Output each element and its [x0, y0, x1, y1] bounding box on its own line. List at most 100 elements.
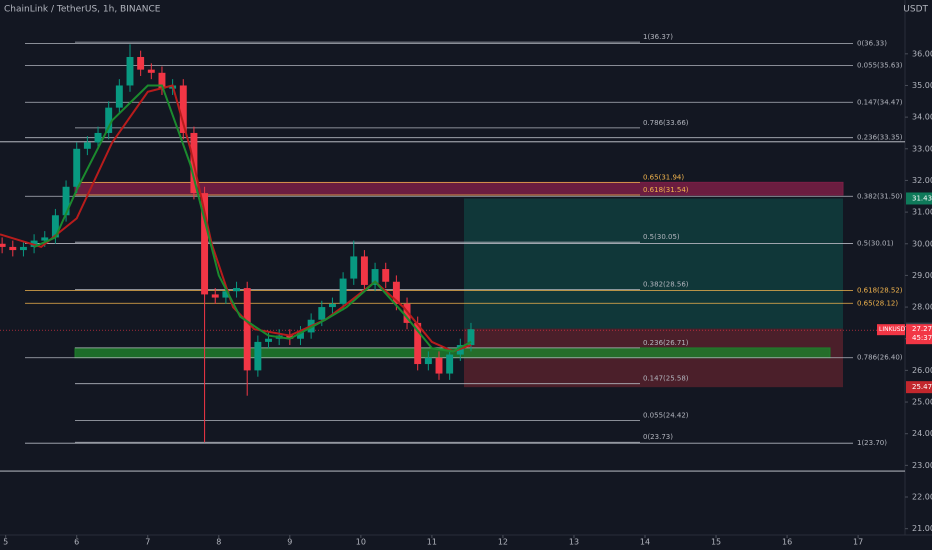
x-tick-label: 7 [145, 538, 150, 547]
fib-label: 0.382(31.50) [857, 192, 903, 200]
candle-body [83, 142, 91, 149]
x-tick-label: 16 [782, 538, 792, 547]
fib-label: 0.236(33.35) [857, 134, 903, 142]
candle-body [392, 281, 400, 304]
candle-body [286, 335, 294, 339]
fib-label: 0.65(31.94) [643, 173, 684, 181]
fib-label: 1(23.70) [857, 439, 887, 447]
fib-label: 0.618(28.52) [857, 287, 903, 295]
fib-label: 0.382(28.56) [643, 280, 689, 288]
fib-label: 0.147(25.58) [643, 375, 689, 383]
fib-label: 0.786(33.66) [643, 119, 689, 127]
fib-label: 0(36.33) [857, 39, 887, 47]
axis-unit: USDT [903, 5, 928, 15]
fib-label: 0.236(26.71) [643, 339, 689, 347]
y-tick-label: 30.00 [912, 239, 932, 248]
candle-body [339, 278, 347, 304]
y-tick-label: 31.00 [912, 208, 932, 217]
y-tick-label: 22.00 [912, 493, 932, 502]
candle-body [360, 256, 368, 285]
fib-label: 0.147(34.47) [857, 98, 903, 106]
x-tick-label: 15 [711, 538, 721, 547]
candle-body [179, 85, 187, 133]
candle-body [328, 303, 336, 308]
y-tick-label: 28.00 [912, 303, 932, 312]
profit-zone [464, 198, 843, 329]
fib-label: 0.055(35.63) [857, 62, 903, 70]
candle-body [254, 341, 262, 371]
candle-body [424, 357, 432, 365]
y-tick-label: 23.00 [912, 461, 932, 470]
moving-average [33, 84, 472, 353]
y-tick-label: 21.00 [912, 524, 932, 533]
fib-label: 0.618(31.54) [643, 186, 689, 194]
fib-label: 0.055(24.42) [643, 411, 689, 419]
price-tag-label: 25.47 [912, 383, 932, 391]
fib-label: 0.5(30.05) [643, 233, 680, 241]
y-tick-label: 34.00 [912, 113, 932, 122]
candle-body [211, 294, 219, 298]
x-tick-label: 5 [3, 538, 8, 547]
candle-body [137, 56, 145, 70]
symbol-tag [877, 324, 905, 336]
candle-body [9, 246, 17, 251]
y-tick-label: 33.00 [912, 144, 932, 153]
candle-body [19, 246, 27, 251]
zone [74, 181, 844, 196]
candle-body [435, 357, 443, 374]
candle-body [414, 322, 422, 365]
fib-label: 1(36.37) [643, 33, 673, 41]
y-tick-label: 36.00 [912, 49, 932, 58]
y-tick-label: 35.00 [912, 81, 932, 90]
x-tick-label: 11 [427, 538, 437, 547]
candle-body [73, 148, 81, 187]
candle-body [297, 332, 304, 339]
x-tick-label: 6 [74, 538, 79, 547]
candle-body [222, 291, 230, 298]
candle-body [371, 269, 379, 285]
y-tick-label: 24.00 [912, 429, 932, 438]
countdown-label: 45:37 [912, 334, 932, 342]
candle-body [41, 237, 49, 241]
fib-label: 0.786(26.40) [857, 354, 903, 362]
y-tick-label: 26.00 [912, 366, 932, 375]
candle-body [350, 256, 358, 279]
symbol-tag-label: LINKUSDT [879, 326, 909, 333]
candle-body [94, 132, 102, 143]
x-tick-label: 12 [498, 538, 508, 547]
candle-body [201, 193, 209, 295]
current-price-label: 27.27 [912, 325, 932, 333]
candle-body [105, 107, 113, 133]
candle-body [382, 269, 390, 282]
x-tick-label: 17 [853, 538, 863, 547]
candle-body [467, 329, 475, 346]
fib-label: 0.65(28.12) [857, 299, 898, 307]
candle-body [158, 72, 166, 89]
y-tick-label: 32.00 [912, 176, 932, 185]
candle-body [126, 56, 134, 86]
candle-body [265, 338, 272, 342]
candle-body [147, 69, 155, 73]
price-tag [906, 192, 932, 205]
candle-body [115, 85, 123, 108]
candle-body [403, 303, 411, 323]
x-tick-label: 10 [356, 538, 366, 547]
x-tick-label: 8 [216, 538, 221, 547]
fib-label: 0(23.73) [643, 433, 673, 441]
current-price-tag [906, 324, 932, 345]
candle-body [446, 354, 454, 374]
x-tick-label: 13 [569, 538, 579, 547]
candle-body [62, 186, 70, 216]
y-tick-label: 29.00 [912, 271, 932, 280]
x-tick-label: 14 [640, 538, 650, 547]
x-tick-label: 9 [287, 538, 292, 547]
candle-body [318, 307, 326, 320]
candle-body [0, 243, 6, 247]
chart-title: ChainLink / TetherUS, 1h, BINANCE [4, 5, 161, 15]
price-tag-label: 31.43 [912, 194, 932, 202]
candle-body [233, 288, 241, 292]
y-tick-label: 25.00 [912, 398, 932, 407]
candle-body [243, 288, 251, 371]
